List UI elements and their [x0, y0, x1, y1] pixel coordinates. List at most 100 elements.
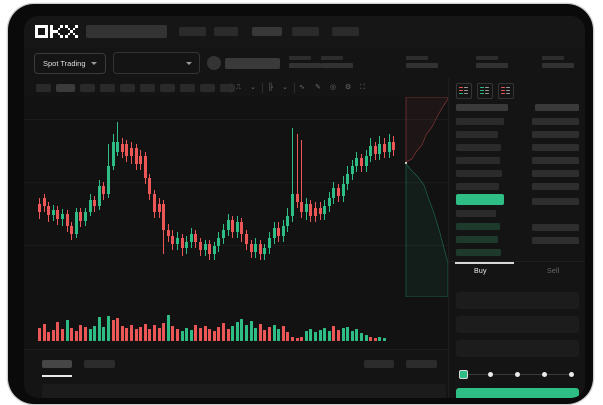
action-2[interactable]	[406, 360, 437, 368]
panel-right[interactable]	[246, 384, 446, 398]
amount-field[interactable]	[456, 316, 579, 333]
orderbook-asks-icon[interactable]	[498, 83, 514, 99]
interval-icon[interactable]: ⎍	[236, 84, 241, 91]
candle	[258, 240, 262, 260]
settings-gear-icon[interactable]: ⚙	[345, 84, 352, 91]
price-field[interactable]	[456, 292, 579, 309]
ask-row-amount	[456, 183, 499, 190]
okx-logo[interactable]	[35, 25, 78, 38]
nav-item-3[interactable]	[252, 27, 282, 36]
candle-wick	[315, 202, 316, 222]
candle	[355, 152, 359, 172]
volume-bar	[258, 324, 262, 341]
slider-node-50[interactable]	[515, 371, 520, 377]
timeframe-button-6[interactable]	[140, 84, 155, 92]
volume-bar	[194, 325, 198, 341]
volume-bar	[212, 331, 216, 341]
chevron-down-icon[interactable]: ⌄	[250, 84, 256, 91]
pair-select[interactable]	[113, 52, 200, 74]
volume-bar	[65, 320, 69, 341]
spot-trading-label: Spot Trading	[43, 59, 86, 68]
fullscreen-icon[interactable]: ⛶	[360, 84, 365, 91]
timeframe-button-1[interactable]	[36, 84, 51, 92]
slider-handle[interactable]	[459, 370, 468, 379]
slider-node-100[interactable]	[569, 371, 574, 377]
nav-item-4[interactable]	[292, 27, 319, 36]
candle-wick	[126, 140, 128, 162]
volume-bar	[323, 328, 327, 341]
candle	[387, 134, 391, 158]
volume-bar	[120, 326, 124, 341]
timeframe-button-9[interactable]	[200, 84, 215, 92]
timeframe-button-7[interactable]	[160, 84, 175, 92]
tab-sell[interactable]: Sell	[547, 268, 560, 275]
timeframe-button-10[interactable]	[220, 84, 235, 92]
orderbook-both-icon[interactable]	[456, 83, 472, 99]
candle-wick	[292, 128, 293, 222]
candle-wick	[131, 142, 132, 164]
slider-node-75[interactable]	[542, 371, 547, 377]
active-tab-indicator	[42, 375, 72, 377]
timeframe-button-3[interactable]	[80, 84, 95, 92]
orderbook-bids-icon[interactable]	[477, 83, 493, 99]
candle-wick	[241, 218, 243, 242]
candle-wick	[57, 206, 59, 225]
submit-buy-button[interactable]	[456, 388, 579, 398]
action-1[interactable]	[364, 360, 394, 368]
volume-bar	[130, 325, 133, 341]
timeframe-button-4[interactable]	[100, 84, 115, 92]
candle	[180, 234, 184, 256]
volume-bar	[61, 329, 64, 341]
indicator-wave-icon[interactable]: ∿	[299, 84, 305, 91]
volume-bar	[222, 323, 225, 341]
volume-bar	[245, 325, 248, 341]
candle	[245, 230, 248, 250]
volume-bar	[139, 327, 143, 341]
candle	[286, 208, 290, 232]
nav-item-5[interactable]	[332, 27, 359, 36]
candle	[51, 205, 55, 221]
candle-wick	[172, 230, 174, 250]
candle-wick	[328, 192, 330, 212]
spot-trading-dropdown[interactable]: Spot Trading	[34, 53, 106, 74]
draw-pencil-icon[interactable]: ✎	[315, 84, 321, 91]
candle-wick	[282, 220, 284, 242]
search-input[interactable]	[86, 25, 167, 38]
percent-slider[interactable]	[458, 370, 577, 379]
volume-bar	[300, 337, 304, 341]
candle	[97, 180, 101, 210]
candle-wick	[305, 198, 307, 220]
nav-item-2[interactable]	[214, 27, 238, 36]
toolbar-divider-2	[262, 83, 263, 93]
candle	[157, 198, 161, 218]
alert-at-icon[interactable]: ◎	[330, 84, 337, 91]
total-field[interactable]	[456, 340, 579, 357]
ask-row-price	[532, 183, 579, 190]
candle-wick	[186, 236, 188, 254]
tab-order-history[interactable]	[84, 360, 115, 368]
volume-bar	[369, 337, 373, 341]
slider-node-25[interactable]	[488, 371, 493, 377]
timeframe-button-2[interactable]	[56, 84, 75, 92]
coin-avatar	[207, 56, 221, 70]
volume-bar	[79, 325, 83, 341]
tab-open-orders[interactable]	[42, 360, 72, 368]
bid-row-amount	[456, 236, 498, 243]
timeframe-button-5[interactable]	[120, 84, 135, 92]
candle	[364, 150, 368, 172]
volume-bar	[107, 316, 110, 341]
candle-wick	[384, 138, 385, 158]
timeframe-button-8[interactable]	[180, 84, 195, 92]
buy-sell-tabs: Buy Sell	[449, 261, 585, 284]
candle-wick	[204, 240, 206, 256]
candle-wick	[347, 166, 349, 190]
tab-buy[interactable]: Buy	[474, 268, 487, 275]
volume-bar	[309, 329, 313, 341]
nav-item-1[interactable]	[179, 27, 206, 36]
ask-row-price	[532, 170, 579, 177]
candle	[360, 154, 363, 172]
volume-bar	[111, 320, 115, 341]
chevron-down-icon-2[interactable]: ⌄	[282, 84, 288, 91]
candle-type-icon[interactable]: ╠	[268, 84, 273, 91]
candlestick-chart[interactable]	[24, 97, 448, 297]
